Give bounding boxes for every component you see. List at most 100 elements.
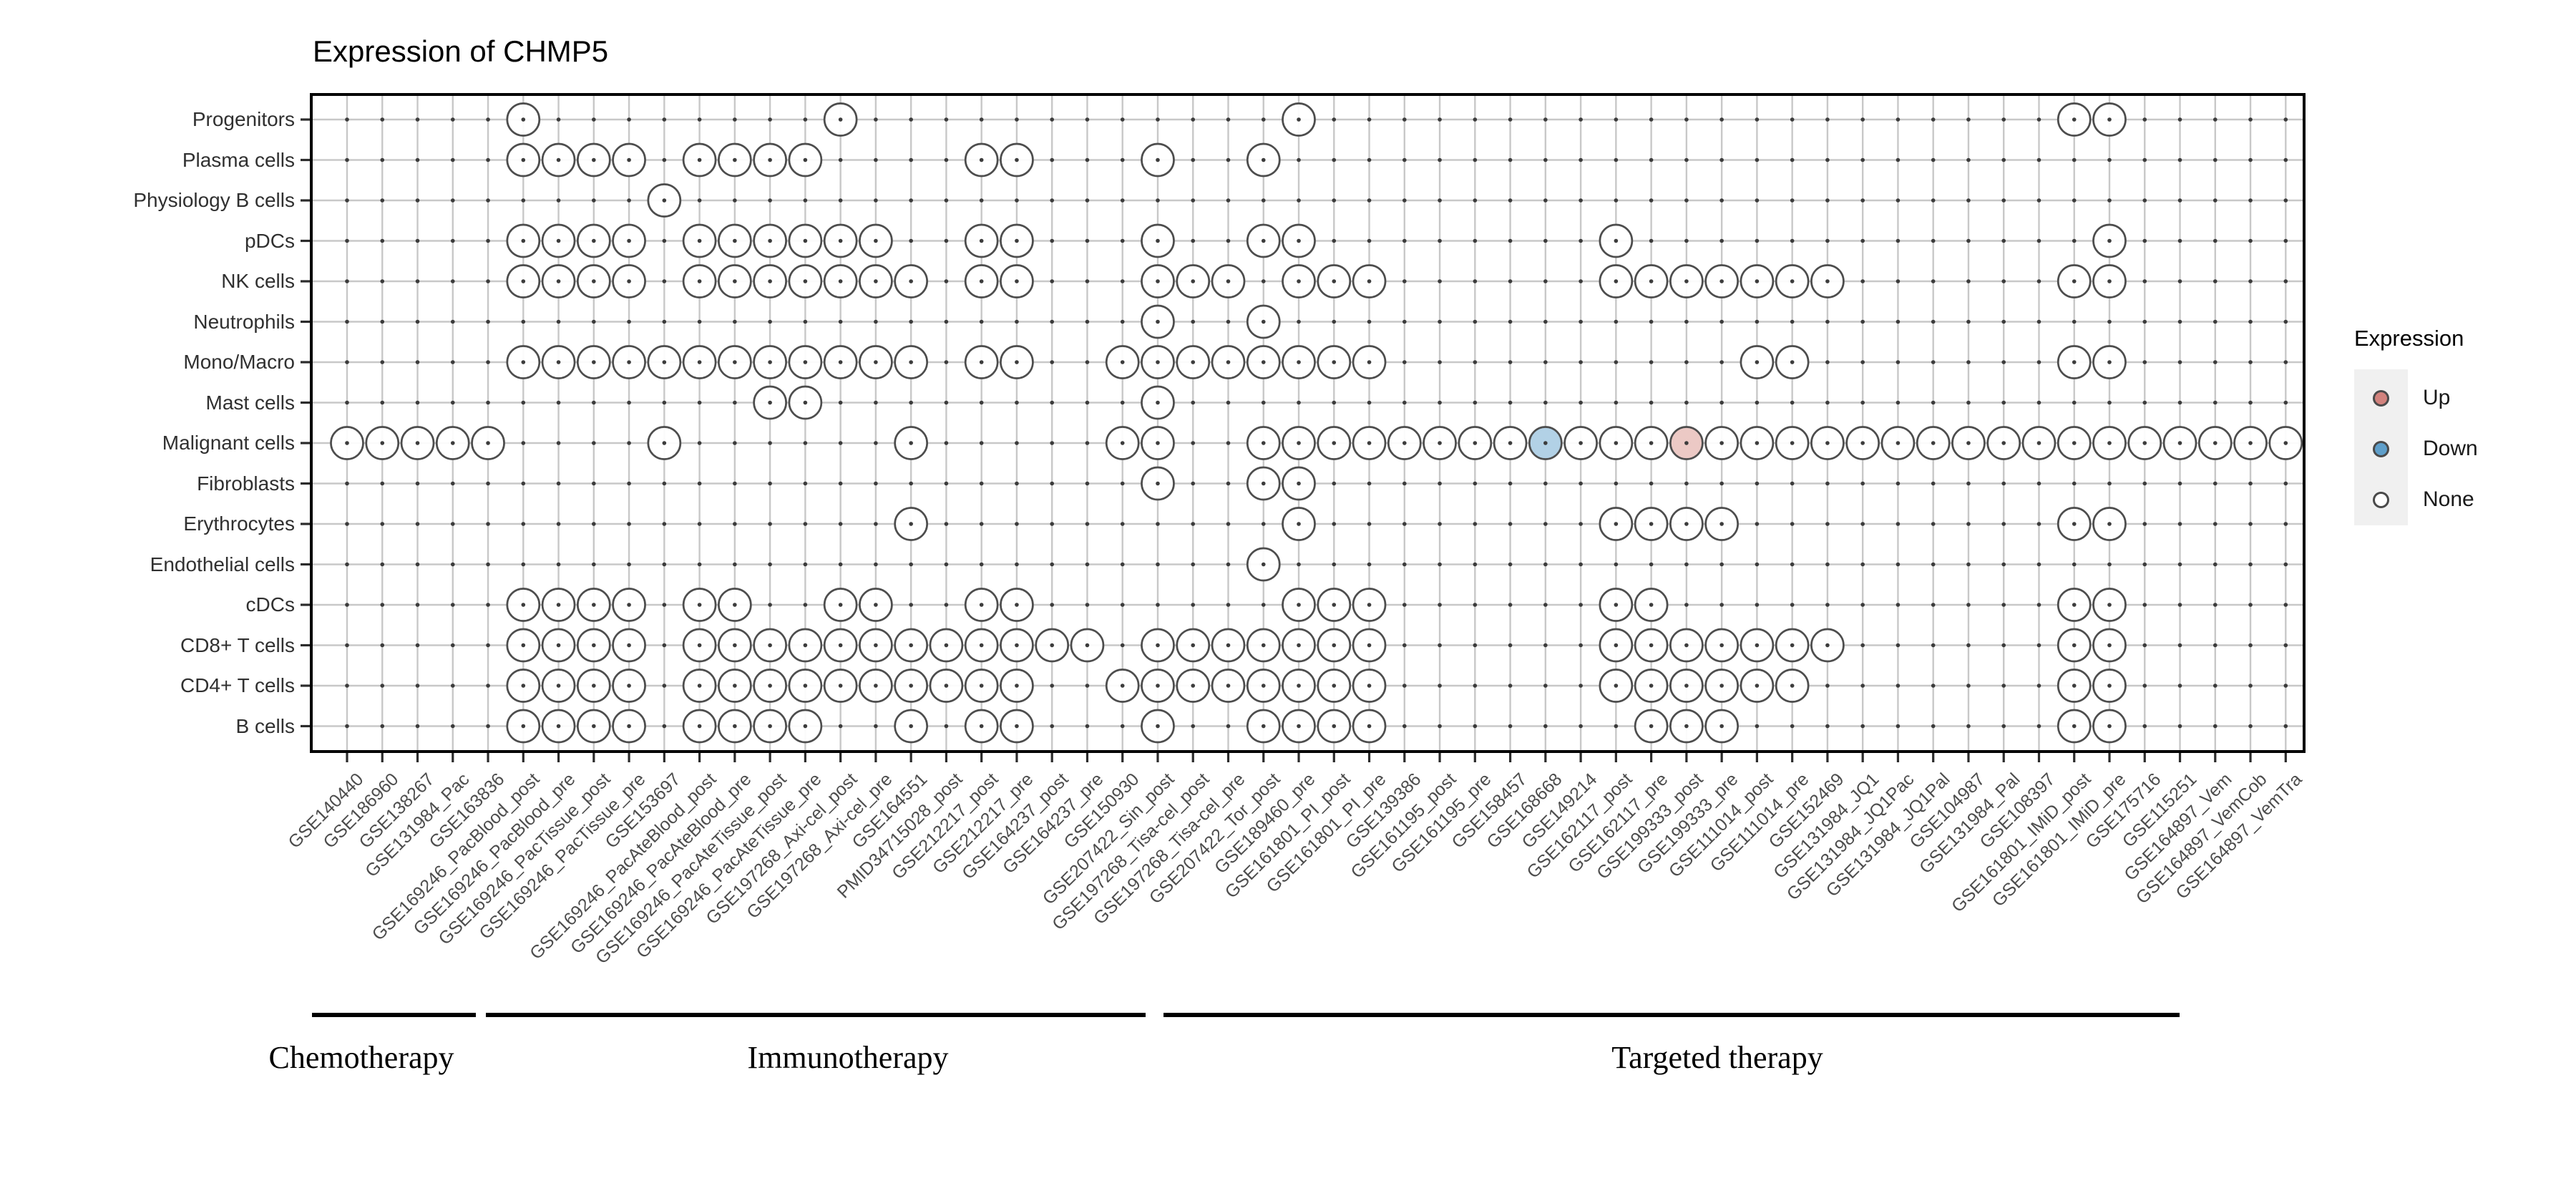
- grid-intersection-dot: [1825, 319, 1830, 324]
- grid-intersection-dot: [874, 643, 878, 648]
- legend-key-label: Down: [2423, 437, 2478, 460]
- grid-intersection-dot: [2001, 279, 2006, 283]
- grid-intersection-dot: [1332, 684, 1337, 688]
- grid-intersection-dot: [1367, 117, 1372, 122]
- grid-intersection-dot: [1719, 481, 1724, 486]
- grid-intersection-dot: [662, 400, 667, 405]
- grid-intersection-dot: [1649, 400, 1654, 405]
- grid-intersection-dot: [1966, 400, 1971, 405]
- grid-intersection-dot: [944, 400, 949, 405]
- grid-intersection-dot: [1191, 279, 1196, 283]
- grid-intersection-dot: [1719, 603, 1724, 607]
- grid-intersection-dot: [1050, 198, 1054, 203]
- grid-intersection-dot: [380, 724, 385, 729]
- grid-intersection-dot: [697, 279, 702, 283]
- grid-intersection-dot: [2107, 603, 2112, 607]
- grid-intersection-dot: [556, 279, 561, 283]
- grid-intersection-dot: [2072, 522, 2077, 526]
- grid-intersection-dot: [768, 562, 772, 567]
- grid-intersection-dot: [1402, 157, 1407, 162]
- grid-intersection-dot: [2248, 117, 2253, 122]
- grid-intersection-dot: [1402, 481, 1407, 486]
- grid-intersection-dot: [486, 198, 490, 203]
- grid-intersection-dot: [1790, 441, 1795, 445]
- grid-intersection-dot: [1261, 360, 1266, 364]
- grid-intersection-dot: [803, 522, 808, 526]
- grid-intersection-dot: [627, 441, 631, 445]
- grid-intersection-dot: [1050, 603, 1054, 607]
- grid-intersection-dot: [1684, 481, 1689, 486]
- grid-intersection-dot: [1191, 643, 1196, 648]
- grid-intersection-dot: [1438, 603, 1442, 607]
- grid-intersection-dot: [1261, 562, 1266, 567]
- grid-intersection-dot: [979, 157, 984, 162]
- grid-intersection-dot: [2283, 279, 2288, 283]
- grid-intersection-dot: [2248, 643, 2253, 648]
- grid-intersection-dot: [697, 481, 702, 486]
- grid-intersection-dot: [1402, 724, 1407, 729]
- legend-key-label: None: [2423, 487, 2474, 511]
- grid-intersection-dot: [1508, 400, 1513, 405]
- grid-intersection-dot: [1085, 117, 1090, 122]
- grid-intersection-dot: [803, 724, 808, 729]
- grid-intersection-dot: [1896, 279, 1901, 283]
- grid-intersection-dot: [733, 481, 737, 486]
- grid-intersection-dot: [1931, 481, 1936, 486]
- grid-intersection-dot: [1050, 684, 1054, 688]
- grid-intersection-dot: [345, 724, 349, 729]
- grid-intersection-dot: [2072, 319, 2077, 324]
- grid-intersection-dot: [1825, 603, 1830, 607]
- grid-intersection-dot: [1896, 157, 1901, 162]
- legend-key-dot-down: [2373, 441, 2389, 457]
- y-axis-label: cDCs: [245, 593, 295, 616]
- grid-intersection-dot: [1015, 684, 1019, 688]
- grid-intersection-dot: [2036, 562, 2041, 567]
- grid-intersection-dot: [979, 198, 984, 203]
- grid-intersection-dot: [803, 562, 808, 567]
- grid-intersection-dot: [944, 238, 949, 243]
- grid-intersection-dot: [2212, 319, 2218, 324]
- grid-intersection-dot: [697, 400, 702, 405]
- grid-intersection-dot: [1614, 522, 1619, 526]
- grid-intersection-dot: [1508, 198, 1513, 203]
- grid-intersection-dot: [2107, 238, 2112, 243]
- grid-intersection-dot: [380, 238, 385, 243]
- grid-intersection-dot: [909, 238, 913, 243]
- grid-intersection-dot: [2177, 117, 2182, 122]
- grid-intersection-dot: [345, 684, 349, 688]
- grid-intersection-dot: [2001, 400, 2006, 405]
- grid-intersection-dot: [1579, 643, 1583, 648]
- grid-intersection-dot: [1015, 522, 1019, 526]
- legend-key-label: Up: [2423, 386, 2451, 409]
- grid-intersection-dot: [1367, 562, 1372, 567]
- grid-intersection-dot: [1050, 157, 1054, 162]
- grid-intersection-dot: [1402, 441, 1407, 445]
- grid-intersection-dot: [450, 319, 455, 324]
- grid-intersection-dot: [1579, 157, 1583, 162]
- grid-intersection-dot: [944, 603, 949, 607]
- grid-intersection-dot: [1966, 684, 1971, 688]
- grid-intersection-dot: [1402, 279, 1407, 283]
- grid-intersection-dot: [1684, 157, 1689, 162]
- grid-intersection-dot: [1614, 643, 1619, 648]
- grid-intersection-dot: [733, 319, 737, 324]
- grid-intersection-dot: [1614, 198, 1619, 203]
- grid-intersection-dot: [768, 522, 772, 526]
- grid-intersection-dot: [627, 603, 631, 607]
- grid-intersection-dot: [415, 279, 420, 283]
- grid-intersection-dot: [1614, 441, 1619, 445]
- grid-intersection-dot: [1825, 238, 1830, 243]
- grid-intersection-dot: [1508, 684, 1513, 688]
- grid-intersection-dot: [697, 562, 702, 567]
- grid-intersection-dot: [450, 198, 455, 203]
- grid-intersection-dot: [1120, 724, 1125, 729]
- grid-intersection-dot: [1050, 360, 1054, 364]
- grid-intersection-dot: [2001, 603, 2006, 607]
- grid-intersection-dot: [627, 198, 631, 203]
- grid-intersection-dot: [697, 157, 702, 162]
- grid-intersection-dot: [2177, 441, 2182, 445]
- grid-intersection-dot: [2283, 117, 2288, 122]
- grid-intersection-dot: [521, 238, 526, 243]
- grid-intersection-dot: [1508, 157, 1513, 162]
